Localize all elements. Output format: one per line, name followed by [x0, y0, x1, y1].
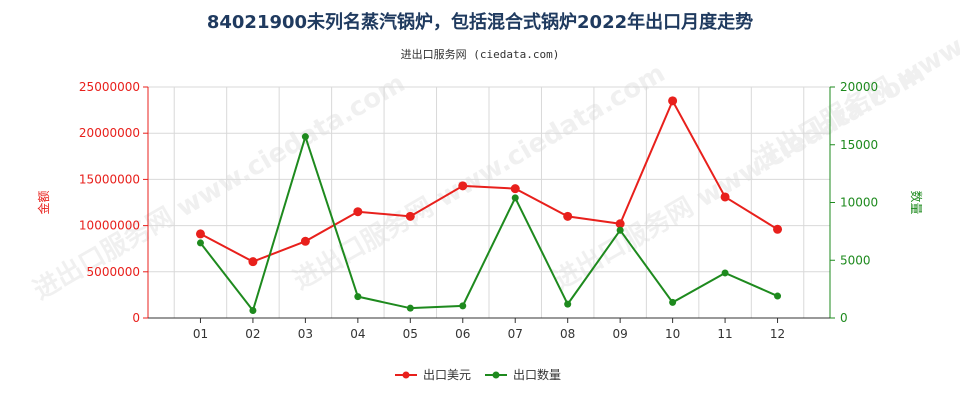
series-2-point[interactable] — [721, 269, 729, 277]
series-1-point[interactable] — [458, 181, 468, 191]
series-1-point[interactable] — [195, 229, 205, 239]
legend-marker — [492, 371, 500, 379]
series-1-point[interactable] — [563, 211, 573, 221]
chart-subtitle: 进出口服务网 (ciedata.com) — [400, 48, 560, 61]
series-1-point[interactable] — [405, 211, 415, 221]
series-layer — [195, 96, 783, 314]
legend[interactable]: 出口美元 出口数量 — [395, 367, 561, 382]
left-axis-tick-label: 0 — [132, 311, 140, 325]
legend-item-1[interactable]: 出口美元 — [395, 368, 471, 382]
x-axis-tick-label: 06 — [455, 327, 470, 341]
series-1-point[interactable] — [300, 236, 310, 246]
series-line-2 — [199, 133, 778, 313]
left-axis-tick-label: 25000000 — [79, 80, 140, 94]
series-1-point[interactable] — [773, 224, 783, 234]
legend-label: 出口美元 — [423, 368, 471, 382]
x-axis-tick-label: 01 — [193, 327, 208, 341]
x-axis-tick-label: 09 — [613, 327, 628, 341]
x-axis-tick-label: 04 — [350, 327, 365, 341]
series-2-point[interactable] — [564, 300, 572, 308]
right-axis-tick-label: 15000 — [840, 138, 878, 152]
left-axis-tick-label: 10000000 — [79, 219, 140, 233]
grid — [147, 86, 831, 319]
x-axis-tick-label: 02 — [245, 327, 260, 341]
x-axis-tick-label: 03 — [298, 327, 313, 341]
left-axis-title: 金额 — [36, 190, 51, 214]
series-line-1 — [199, 98, 779, 263]
x-axis-tick-label: 05 — [403, 327, 418, 341]
series-2-point[interactable] — [301, 133, 309, 141]
legend-item-2[interactable]: 出口数量 — [485, 367, 561, 382]
right-axis-tick-label: 5000 — [840, 253, 871, 267]
series-2-point[interactable] — [616, 226, 624, 234]
series-2-point[interactable] — [249, 306, 257, 314]
series-2-point[interactable] — [354, 293, 362, 301]
right-axis-tick-label: 20000 — [840, 80, 878, 94]
series-1-point[interactable] — [510, 184, 520, 194]
x-axis-tick-label: 10 — [665, 327, 680, 341]
chart-title: 84021900未列名蒸汽锅炉，包括混合式锅炉2022年出口月度走势 — [206, 12, 754, 33]
x-axis-tick-label: 12 — [770, 327, 785, 341]
series-1-point[interactable] — [353, 207, 363, 217]
series-2-point[interactable] — [406, 304, 414, 312]
right-axis-tick-label: 0 — [840, 311, 848, 325]
right-axis-tick-label: 10000 — [840, 196, 878, 210]
series-1-point[interactable] — [248, 257, 258, 267]
series-2-point[interactable] — [511, 194, 519, 202]
x-axis-tick-label: 08 — [560, 327, 575, 341]
series-1-point[interactable] — [720, 192, 730, 202]
series-2-point[interactable] — [459, 302, 467, 310]
legend-label: 出口数量 — [513, 367, 561, 382]
series-2-point[interactable] — [196, 239, 204, 247]
series-2-point[interactable] — [669, 298, 677, 306]
right-axis-title: 数量 — [909, 190, 924, 214]
axes: 0 5000000 10000000 15000000 20000000 25000000… — [36, 80, 924, 341]
series-1-point[interactable] — [668, 96, 678, 106]
legend-marker — [402, 371, 410, 379]
x-axis-tick-label: 07 — [508, 327, 523, 341]
left-axis-tick-label: 20000000 — [79, 126, 140, 140]
left-axis-tick-label: 15000000 — [79, 172, 140, 186]
series-2-point[interactable] — [774, 292, 782, 300]
left-axis-tick-label: 5000000 — [87, 265, 140, 279]
series-1-point[interactable] — [615, 219, 625, 229]
x-axis-tick-label: 11 — [717, 327, 732, 341]
